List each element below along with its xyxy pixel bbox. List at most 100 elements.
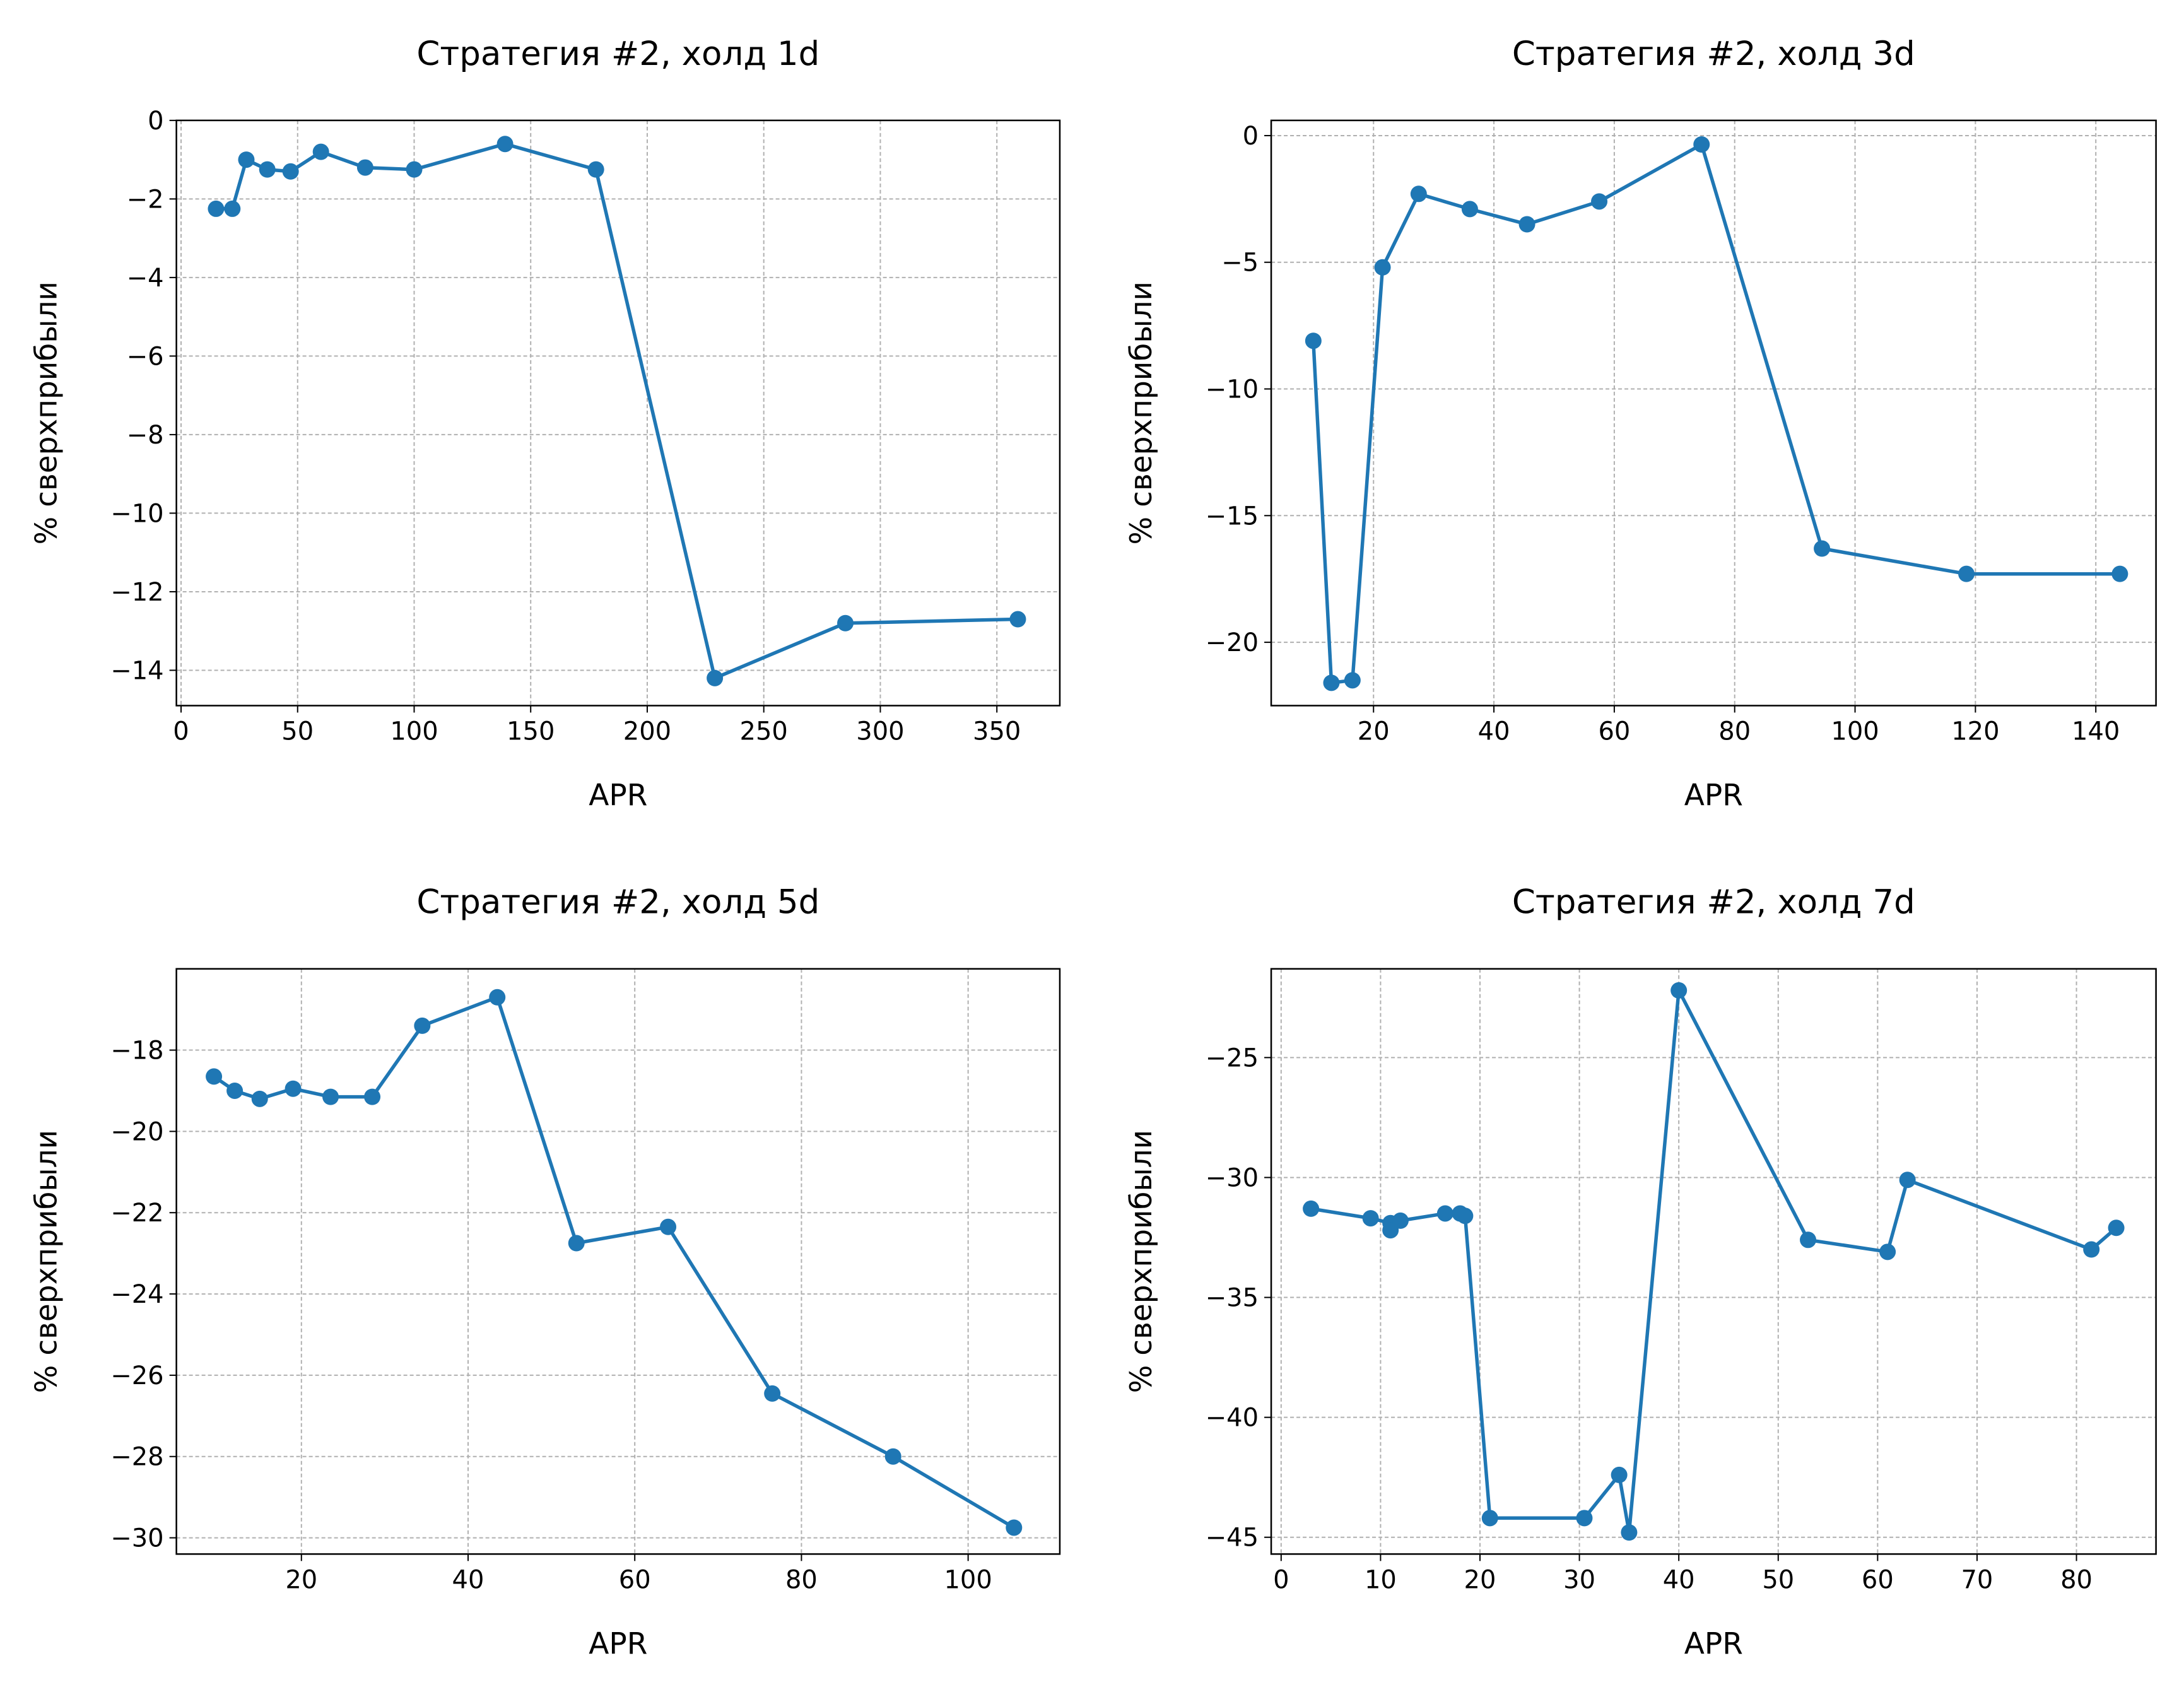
y-tick-label: −4 [127, 264, 164, 293]
y-tick-label: −8 [127, 421, 164, 450]
axes-frame [175, 968, 1061, 1555]
data-point [1006, 1519, 1023, 1536]
x-tick-label: 60 [1598, 717, 1630, 746]
x-tick-label: 350 [973, 717, 1021, 746]
y-tick-label: −10 [110, 499, 163, 528]
y-tick-label: −6 [127, 342, 164, 371]
data-point [2111, 565, 2128, 582]
data-point [259, 161, 276, 178]
chart-4: 0 10 20 30 40 50 60 70 80 −25 −30 −35 −40 −45 Стратеги… [1124, 883, 2157, 1661]
series-line [216, 142, 1018, 680]
data-point [1621, 1524, 1638, 1541]
data-point [1800, 1231, 1817, 1248]
data-point [1009, 611, 1026, 628]
y-tick-label: −2 [127, 185, 164, 214]
data-point [1899, 1172, 1916, 1189]
data-point [2108, 1219, 2125, 1237]
y-tick-label: −15 [1206, 502, 1259, 531]
data-point [1693, 136, 1710, 153]
y-tick-label: 0 [1243, 122, 1259, 151]
data-point [1305, 332, 1322, 350]
y-tick-label: −40 [1206, 1404, 1259, 1433]
y-tick-label: −18 [110, 1037, 163, 1066]
x-tick-label: 20 [1464, 1565, 1496, 1594]
x-axis-label: APR [1684, 1626, 1743, 1661]
data-point [568, 1235, 585, 1252]
x-tick-label: 40 [452, 1565, 484, 1594]
data-point [285, 1080, 302, 1097]
x-tick-label: 40 [1663, 1565, 1695, 1594]
chart-title: Стратегия #2, холд 5d [416, 883, 819, 922]
data-point [1879, 1243, 1896, 1260]
x-tick-label: 100 [390, 717, 438, 746]
axes-frame [175, 119, 1061, 707]
chart-1: 0 50 100 150 200 250 300 350 0 −2 −4 −6 −8 −10 −12 −14 С… [30, 35, 1061, 813]
series-line [1310, 989, 2118, 1534]
data-point [1457, 1207, 1474, 1225]
y-tick-label: −10 [1206, 375, 1259, 404]
data-point [2083, 1241, 2100, 1258]
y-tick-label: −24 [110, 1280, 163, 1309]
series-line [213, 996, 1015, 1529]
x-tick-label: 100 [1831, 717, 1879, 746]
data-point [764, 1385, 781, 1402]
data-point [1392, 1212, 1409, 1229]
data-point [1576, 1510, 1593, 1527]
data-point [1958, 565, 1975, 582]
data-point [1670, 982, 1688, 999]
series-line [1312, 143, 2120, 685]
data-point [251, 1090, 268, 1107]
data-point [1303, 1200, 1320, 1217]
data-point [660, 1218, 677, 1235]
y-tick-label: −20 [1206, 628, 1259, 657]
x-tick-label: 120 [1951, 717, 1999, 746]
data-point [1461, 201, 1478, 218]
x-tick-label: 150 [507, 717, 555, 746]
x-tick-label: 100 [944, 1565, 992, 1594]
y-tick-label: −5 [1221, 249, 1259, 278]
y-axis-label: % сверхприбыли [1124, 281, 1159, 545]
data-point [356, 159, 373, 176]
y-tick-label: −22 [110, 1199, 163, 1228]
y-tick-label: −20 [110, 1117, 163, 1146]
y-tick-label: 0 [148, 107, 163, 136]
x-tick-label: 70 [1961, 1565, 1993, 1594]
x-tick-label: 50 [281, 717, 314, 746]
data-point [1344, 672, 1361, 689]
data-point [1362, 1210, 1379, 1227]
x-axis-label: APR [589, 778, 647, 813]
x-tick-label: 60 [1862, 1565, 1894, 1594]
data-point [312, 143, 329, 160]
chart-3: 20 40 60 80 100 −18 −20 −22 −24 −26 −28 −30 Стратеги… [30, 883, 1061, 1661]
x-tick-label: 30 [1563, 1565, 1595, 1594]
data-point [364, 1088, 381, 1105]
x-tick-label: 20 [1358, 717, 1390, 746]
data-point [587, 161, 604, 178]
data-point [1611, 1466, 1628, 1483]
x-tick-label: 0 [173, 717, 189, 746]
data-point [1518, 216, 1535, 233]
data-point [1323, 674, 1340, 691]
y-tick-label: −30 [110, 1524, 163, 1553]
data-point [884, 1448, 901, 1465]
data-point [282, 163, 299, 180]
y-tick-label: −25 [1206, 1043, 1259, 1072]
chart-title: Стратегия #2, холд 1d [416, 35, 819, 73]
data-point [707, 669, 724, 686]
axes-frame [1270, 119, 2157, 707]
y-tick-label: −30 [1206, 1163, 1259, 1192]
x-tick-label: 20 [285, 1565, 317, 1594]
y-tick-label: −12 [110, 578, 163, 607]
x-tick-label: 140 [2072, 717, 2120, 746]
data-point [414, 1017, 431, 1034]
data-point [406, 161, 423, 178]
x-tick-label: 0 [1273, 1565, 1289, 1594]
data-point [226, 1082, 244, 1099]
x-tick-label: 60 [619, 1565, 651, 1594]
y-tick-label: −45 [1206, 1524, 1259, 1553]
y-tick-label: −35 [1206, 1284, 1259, 1313]
data-point [837, 614, 854, 632]
data-point [224, 200, 241, 217]
chart-title: Стратегия #2, холд 3d [1512, 35, 1915, 73]
x-tick-label: 80 [2060, 1565, 2093, 1594]
